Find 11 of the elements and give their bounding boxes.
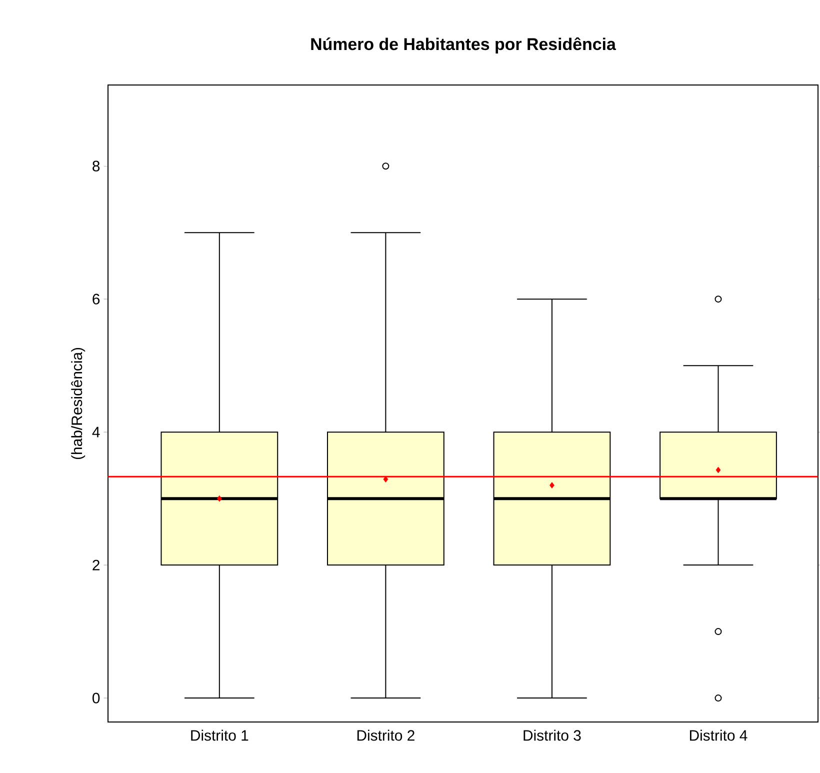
y-tick-label: 2 xyxy=(92,560,100,570)
y-tick-label: 0 xyxy=(92,692,100,704)
x-tick-label: Distrito 4 xyxy=(690,730,748,741)
y-tick-label: 4 xyxy=(92,426,100,438)
y-tick-label: 6 xyxy=(92,294,100,304)
y-axis-title: (hab/Residência) xyxy=(71,348,86,460)
x-tick-label: Distrito 2 xyxy=(357,730,414,741)
x-tick-label: Distrito 1 xyxy=(191,730,248,741)
y-tick-label: 8 xyxy=(92,160,100,172)
x-tick-label: Distrito 3 xyxy=(524,730,581,741)
chart-title: Número de Habitantes por Residência xyxy=(311,37,616,54)
